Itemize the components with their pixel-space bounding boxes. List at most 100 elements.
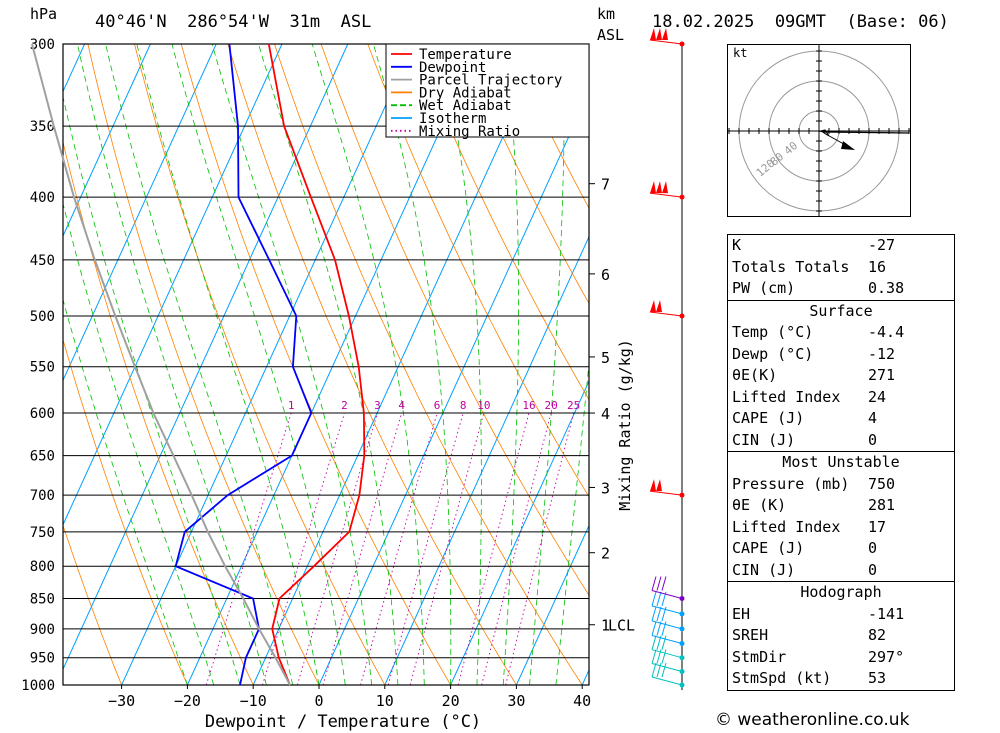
index-row: CAPE (J) 0 (728, 538, 954, 560)
index-value: -12 (868, 344, 896, 363)
isotherm-line (121, 44, 415, 685)
wind-barb (649, 479, 683, 496)
wet-adiabat-line (373, 44, 452, 685)
isotherm-line (450, 379, 589, 685)
index-value: 16 (868, 257, 887, 276)
datetime-label: 18.02.2025 09GMT (Base: 06) (652, 12, 949, 32)
mixing-ratio-label: 20 (544, 399, 557, 412)
index-label: Lifted Index (732, 517, 841, 536)
index-label: StmSpd (kt) (732, 669, 832, 687)
index-row: EH -141 (728, 604, 954, 626)
wet-adiabat-line (529, 44, 565, 685)
height-tick-label: 7 (601, 176, 610, 194)
wet-adiabat-line (439, 44, 482, 685)
index-label: Lifted Index (732, 387, 841, 406)
parcel-trajectory-line (31, 43, 291, 686)
dry-adiabat-line (227, 44, 517, 685)
wet-adiabat-line (63, 95, 241, 685)
wind-barb (651, 662, 683, 686)
hodograph-ring-label: 40 (782, 139, 801, 157)
mixing-ratio-label: 2 (341, 399, 348, 412)
index-value: 82 (868, 626, 887, 644)
lcl-label: LCL (608, 617, 635, 635)
location-label: 40°46'N 286°54'W 31m ASL (95, 12, 372, 32)
most-unstable-title: Most Unstable (782, 453, 900, 471)
index-label: θE (K) (732, 496, 787, 514)
index-value: 4 (868, 409, 878, 427)
index-row: Dewp (°C) -12 (728, 344, 954, 366)
index-row: Totals Totals 16 (728, 257, 954, 279)
height-tick-label: 6 (601, 266, 610, 284)
surface-title: Surface (809, 301, 873, 320)
index-label: SREH (732, 626, 769, 644)
legend-label: Dry Adiabat (419, 85, 512, 101)
wind-barb (649, 28, 683, 45)
pressure-tick-label: 600 (30, 406, 55, 422)
wet-adiabat-line (311, 44, 425, 685)
pressure-tick-label: 800 (30, 559, 55, 575)
dry-adiabat-line (63, 338, 188, 685)
wind-barb (649, 181, 683, 198)
wind-barb (651, 649, 683, 673)
index-value: 297° (868, 647, 905, 666)
x-tick-label: 0 (314, 692, 323, 710)
dry-adiabat-line (87, 44, 320, 685)
height-tick-label: 5 (601, 349, 610, 367)
height-tick-label: 2 (601, 545, 610, 563)
height-tick-label: 3 (601, 479, 610, 497)
mixing-ratio-line (322, 412, 403, 685)
index-value: 17 (868, 517, 887, 536)
index-row: Lifted Index 17 (728, 517, 954, 539)
storm-motion-start (819, 129, 830, 137)
pressure-tick-label: 350 (30, 119, 55, 135)
pressure-tick-label: 1000 (21, 678, 55, 694)
indices-surface: Temp (°C) -4.4 Dewp (°C) -12 θE(K) 271 Lifted … (728, 322, 954, 451)
index-value: -141 (868, 604, 905, 623)
wet-adiabat-line (136, 44, 320, 685)
x-axis-title: Dewpoint / Temperature (°C) (205, 712, 481, 732)
hodograph-unit: kt (733, 46, 748, 60)
dry-adiabat-line (414, 44, 589, 401)
pressure-tick-label: 500 (30, 309, 55, 325)
index-row: K -27 (728, 235, 954, 257)
index-value: 271 (868, 366, 896, 384)
isotherm-line (252, 44, 546, 685)
index-row: PW (cm) 0.38 (728, 278, 954, 300)
height-tick-label: 4 (601, 405, 610, 423)
indices-basic: K -27 Totals Totals 16 PW (cm) 0.38 (728, 235, 954, 300)
x-tick-label: 10 (376, 692, 394, 710)
indices-panel: K -27 Totals Totals 16 PW (cm) 0.38 Surface T… (727, 234, 955, 691)
mixing-ratio-line (262, 412, 345, 685)
dry-adiabat-line (367, 44, 589, 498)
isotherm-line (515, 524, 589, 685)
dewpoint-line (174, 43, 313, 686)
index-row: StmSpd (kt) 53 (728, 668, 954, 690)
index-label: PW (cm) (732, 279, 796, 297)
wind-barb (651, 576, 683, 599)
index-value: 24 (868, 387, 887, 406)
pressure-tick-label: 550 (30, 360, 55, 376)
mixing-ratio-line (360, 412, 438, 685)
dry-adiabat-line (63, 524, 122, 685)
index-label: CAPE (J) (732, 409, 805, 427)
index-label: θE(K) (732, 366, 778, 384)
mixing-ratio-label: 10 (477, 399, 490, 412)
index-row: Temp (°C) -4.4 (728, 322, 954, 344)
index-label: K (732, 236, 742, 254)
pressure-tick-label: 750 (30, 525, 55, 541)
isotherm-line (384, 235, 589, 685)
mixing-ratio-label: 8 (460, 399, 467, 412)
mixing-ratio-label: 3 (374, 399, 381, 412)
wet-adiabat-line (258, 44, 399, 685)
index-value: 53 (868, 669, 887, 687)
mixing-ratio-label: 16 (522, 399, 535, 412)
index-row: CIN (J) 0 (728, 430, 954, 452)
mixing-ratio-label: 25 (567, 399, 580, 412)
wind-barb (651, 621, 683, 644)
index-value: 0 (868, 560, 878, 579)
legend-label: Isotherm (419, 111, 486, 127)
credit-text: © weatheronline.co.uk (715, 710, 910, 730)
legend-box (385, 43, 590, 138)
